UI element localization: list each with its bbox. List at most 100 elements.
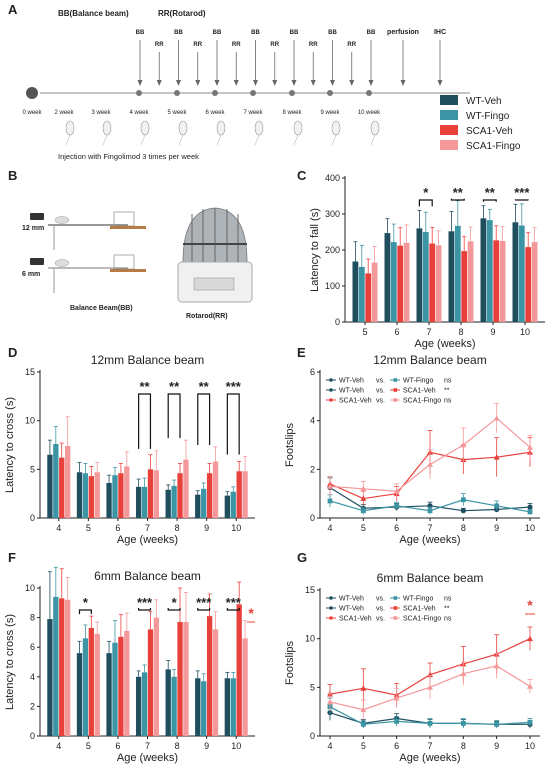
group-legend: WT-Veh WT-Fingo SCA1-Veh SCA1-Fingo	[440, 95, 521, 152]
data-point	[527, 504, 533, 510]
y-tick-label: 100	[325, 281, 340, 291]
significance-label: **	[485, 185, 496, 200]
legend-label: WT-Fingo	[403, 378, 433, 385]
marker-arrowhead	[195, 80, 201, 86]
extra-significance: *	[527, 597, 533, 613]
beam-6-label: 6 mm	[22, 271, 40, 278]
x-tick-label: 6	[394, 327, 399, 337]
bar	[236, 604, 242, 736]
bar	[230, 491, 236, 518]
legend-marker	[393, 596, 398, 600]
header-rr: RR(Rotarod)	[158, 9, 206, 18]
y-tick-label: 15	[25, 367, 35, 377]
data-point	[360, 685, 367, 691]
bar	[65, 599, 71, 736]
week-label: 4 week	[129, 110, 149, 116]
data-point	[493, 662, 500, 669]
bar	[82, 473, 89, 518]
x-tick-label: 10	[231, 523, 241, 533]
legend-marker	[329, 616, 333, 620]
legend-vs: vs.	[376, 596, 385, 603]
beam-12-label: 12 mm	[22, 225, 44, 232]
bar	[493, 240, 500, 322]
bar	[118, 473, 124, 518]
panel-c: C 0 100 200 300 400 5 6 7 8 9 10 Age (weeks) Latency…	[297, 168, 545, 350]
significance-label: **	[453, 185, 464, 200]
panel-label-a: A	[8, 2, 18, 17]
significance-label: *	[83, 595, 89, 610]
legend-label: WT-Veh	[339, 378, 364, 385]
legend-marker	[393, 388, 398, 392]
mouse-tail	[331, 134, 337, 146]
bar	[165, 669, 171, 736]
significance-bracket	[418, 199, 433, 207]
bar	[206, 616, 213, 736]
x-tick-label: 8	[461, 523, 466, 533]
data-point	[360, 485, 367, 492]
bar	[183, 622, 189, 736]
significance-bracket	[450, 198, 465, 201]
mouse-body	[65, 120, 75, 136]
marker-arrowhead	[400, 80, 406, 86]
bar	[88, 627, 94, 736]
x-tick-label: 5	[86, 741, 91, 751]
marker-label: BB	[213, 30, 222, 36]
week-label: 9 week	[320, 110, 340, 116]
chart-f: 0 2 4 6 8 10 4 5 6 7 8 9 10 Age (weeks) Latency to cro…	[4, 566, 256, 764]
data-point	[527, 683, 533, 689]
platform-icon	[110, 226, 146, 229]
legend-marker	[329, 398, 333, 402]
legend-vs: vs.	[376, 616, 385, 623]
marker-label: RR	[193, 42, 202, 48]
legend-label: SCA1-Fingo	[403, 616, 441, 623]
significance-bracket	[78, 609, 92, 615]
x-tick-label: 4	[56, 523, 61, 533]
bar	[171, 676, 177, 736]
y-axis-label: Latency to fall (s)	[309, 208, 321, 292]
bar	[112, 642, 118, 736]
y-tick-label: 0	[30, 513, 35, 523]
mouse-icon	[102, 120, 112, 146]
data-point	[493, 454, 500, 460]
significance-label: *	[172, 595, 178, 610]
x-tick-label: 4	[327, 523, 332, 533]
y-tick-label: 0	[335, 317, 340, 327]
data-point	[360, 495, 367, 501]
data-point	[427, 684, 433, 690]
mouse-icon	[254, 120, 264, 146]
legend-sig: ns	[444, 378, 452, 385]
rotarod-icon	[177, 207, 253, 303]
bar	[358, 266, 365, 322]
panel-label-f: F	[8, 550, 16, 565]
significance-bracket	[167, 608, 181, 611]
bar	[454, 225, 461, 322]
camera-icon	[30, 258, 44, 265]
bar	[65, 445, 71, 518]
x-axis-label: Age (weeks)	[414, 338, 475, 350]
bar	[124, 630, 130, 736]
mouse-icon	[140, 120, 150, 146]
data-point	[394, 503, 400, 509]
bar	[397, 245, 404, 322]
week-dot	[366, 90, 372, 96]
bar	[47, 619, 53, 736]
bar	[171, 485, 177, 518]
x-tick-label: 4	[56, 741, 61, 751]
y-tick-label: 6	[30, 642, 35, 652]
x-tick-label: 6	[115, 523, 120, 533]
y-tick-label: 200	[325, 245, 340, 255]
bar	[230, 678, 236, 736]
bar	[512, 222, 519, 322]
x-tick-label: 6	[394, 741, 399, 751]
mouse-icon	[331, 120, 341, 146]
legend-label: SCA1-Veh	[403, 388, 436, 395]
mouse-icon	[54, 259, 70, 267]
marker-label: BB	[328, 30, 337, 36]
marker-arrowhead	[310, 80, 316, 86]
data-point	[527, 444, 533, 450]
week-label: 2 week	[54, 110, 74, 116]
marker-label: RR	[347, 42, 356, 48]
week-dot	[250, 90, 256, 96]
legend-vs: vs.	[376, 606, 385, 613]
mouse-body	[140, 120, 150, 136]
